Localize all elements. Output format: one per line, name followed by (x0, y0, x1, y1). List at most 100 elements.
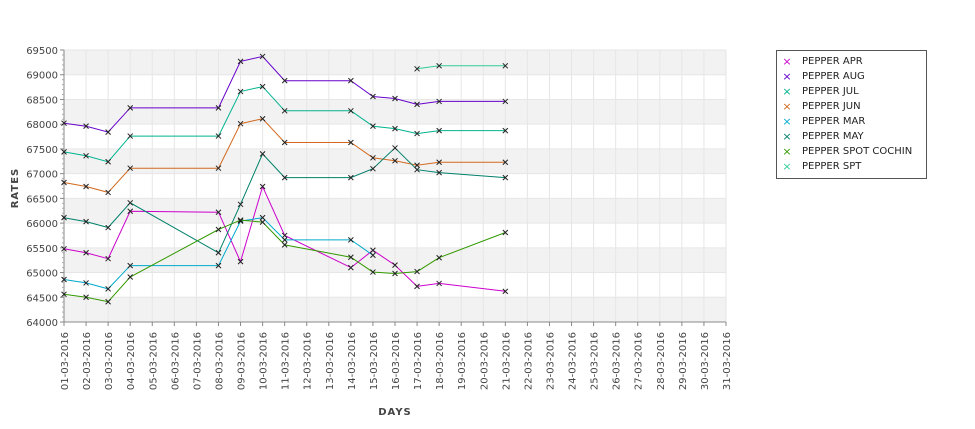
data-point (348, 77, 354, 84)
data-point (83, 123, 89, 130)
legend-label: PEPPER JUL (802, 86, 859, 97)
data-point (61, 245, 67, 252)
data-point (281, 139, 288, 146)
data-point (215, 249, 222, 256)
x-tick-label: 15-03-2016 (369, 332, 380, 390)
x-tick-label: 27-03-2016 (634, 332, 645, 390)
x-tick-label: 30-03-2016 (700, 332, 711, 390)
legend-marker-icon: × (782, 130, 792, 143)
data-point (259, 53, 266, 60)
data-point (105, 298, 111, 305)
x-tick-label: 13-03-2016 (325, 332, 336, 390)
x-tick-label: 10-03-2016 (259, 332, 270, 390)
legend-label: PEPPER MAR (802, 116, 866, 127)
x-tick-label: 29-03-2016 (678, 332, 689, 390)
x-tick-label: 12-03-2016 (303, 332, 314, 390)
data-point (127, 262, 134, 269)
data-point (83, 280, 89, 286)
x-tick-label: 26-03-2016 (612, 332, 623, 390)
data-point (414, 65, 420, 72)
x-axis-label: DAYS (378, 407, 412, 418)
data-point (436, 98, 442, 105)
data-point (392, 95, 398, 102)
data-point (105, 255, 111, 262)
data-point (127, 105, 134, 111)
data-point (105, 189, 111, 196)
series-pepper-aug (61, 53, 509, 135)
series-pepper-spot-cochin (61, 217, 509, 305)
data-point (237, 88, 244, 95)
data-point (348, 254, 354, 261)
data-point (348, 107, 354, 114)
y-tick-label: 69000 (26, 71, 58, 82)
data-point (105, 158, 111, 165)
data-point (215, 209, 222, 216)
data-point (237, 58, 244, 65)
y-tick-label: 64500 (26, 293, 58, 304)
series-pepper-spt (414, 62, 509, 72)
x-tick-label: 02-03-2016 (82, 332, 93, 390)
data-point (237, 258, 244, 265)
legend-marker-icon: × (782, 70, 792, 83)
data-point (414, 130, 420, 137)
data-point (414, 162, 420, 169)
data-point (281, 237, 288, 243)
data-point (436, 127, 442, 134)
x-tick-labels: 01-03-2016 02-03-2016 03-03-2016 04-03-2016… (60, 332, 733, 390)
x-tick-label: 17-03-2016 (413, 332, 424, 390)
data-point (281, 232, 288, 239)
x-tick-label: 18-03-2016 (435, 332, 446, 390)
data-point (83, 152, 89, 159)
legend-marker-icon: × (782, 115, 792, 128)
data-point (237, 120, 244, 127)
y-tick-label: 65500 (26, 244, 58, 255)
data-point (370, 165, 376, 172)
y-tick-label: 66000 (26, 219, 58, 230)
x-tick-label: 24-03-2016 (568, 332, 579, 390)
data-point (105, 129, 111, 135)
x-tick-label: 06-03-2016 (170, 332, 181, 390)
data-point (61, 179, 67, 186)
legend-item: × PEPPER SPT (777, 159, 926, 174)
x-tick-label: 28-03-2016 (656, 332, 667, 390)
data-point (215, 105, 222, 111)
y-tick-label: 67000 (26, 170, 58, 181)
series-line (63, 185, 506, 292)
y-tick-label: 68000 (26, 120, 58, 131)
data-point (392, 262, 398, 268)
data-point (370, 123, 376, 130)
legend-item: × PEPPER SPOT COCHIN (777, 144, 926, 159)
data-point (127, 133, 134, 139)
y-tick-label: 64000 (26, 318, 58, 329)
legend-item: × PEPPER MAY (777, 129, 926, 144)
data-point (215, 226, 222, 233)
x-tick-label: 20-03-2016 (479, 332, 490, 390)
data-point (502, 229, 509, 236)
legend-label: PEPPER JUN (802, 101, 861, 112)
legend: × PEPPER APR × PEPPER AUG × PEPPER JUL × PEPPER… (776, 50, 927, 179)
data-point (259, 151, 266, 157)
series-line (63, 86, 506, 163)
data-point (502, 288, 509, 295)
data-point (83, 183, 89, 190)
legend-item: × PEPPER AUG (777, 69, 926, 84)
series-lines (61, 53, 509, 305)
data-point (61, 214, 67, 221)
x-tick-label: 03-03-2016 (104, 332, 115, 390)
data-point (436, 280, 442, 287)
data-point (502, 174, 509, 181)
data-point (348, 174, 354, 181)
series-pepper-jul (61, 83, 509, 165)
data-point (127, 199, 134, 206)
data-point (61, 120, 67, 127)
data-point (370, 154, 376, 161)
data-point (414, 283, 420, 290)
legend-item: × PEPPER JUN (777, 99, 926, 114)
y-tick-label: 69500 (26, 46, 58, 57)
y-tick-label: 68500 (26, 95, 58, 106)
data-point (370, 269, 376, 275)
data-point (348, 264, 354, 271)
data-point (370, 93, 376, 100)
data-point (281, 77, 288, 84)
x-tick-label: 31-03-2016 (722, 332, 733, 390)
